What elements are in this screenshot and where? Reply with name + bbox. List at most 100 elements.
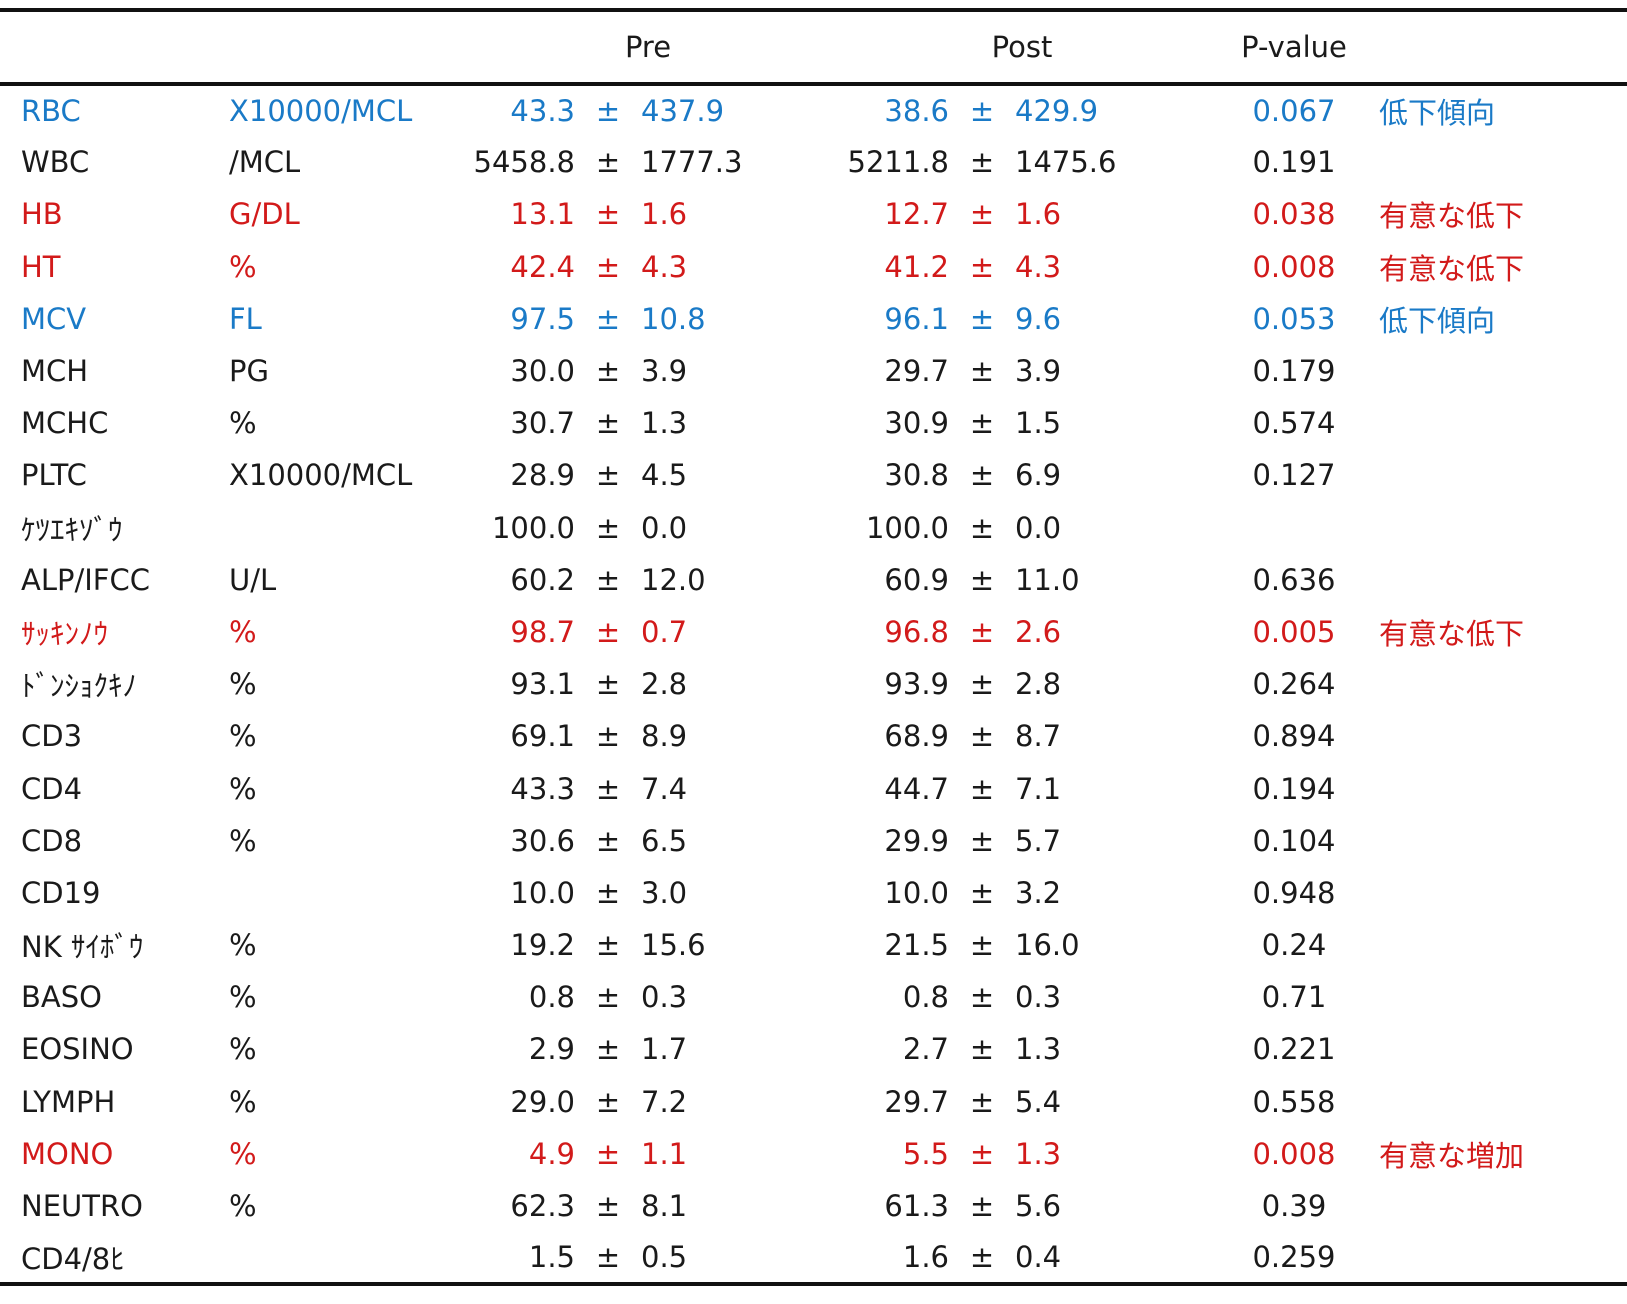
row-pvalue: 0.053 [1252,301,1336,336]
row-pre-mean-sd: 60.2 ±12.0 [461,563,835,597]
row-unit: % [229,823,257,858]
row-post-mean-sd: 10.0 ±3.2 [835,876,1209,910]
row-post-mean: 29.7 [884,1084,949,1119]
row-pre-cell: 93.1 ±2.8 [461,658,835,710]
row-post-cell: 96.1 ±9.6 [835,293,1209,345]
row-pvalue: 0.221 [1252,1032,1336,1067]
plus-minus-symbol: ± [595,1032,621,1067]
row-post-mean-sd: 29.7 ±3.9 [835,354,1209,388]
row-name: PLTC [21,458,87,493]
row-note [1379,502,1627,554]
plus-minus-symbol: ± [969,510,995,545]
row-note: 低下傾向 [1379,96,1496,131]
row-name: MCH [21,354,89,389]
row-pvalue [1209,502,1379,554]
row-pre-mean: 43.3 [510,94,575,129]
plus-minus-symbol: ± [595,458,621,493]
row-pre-mean: 60.2 [510,562,575,597]
row-name: CD4 [21,771,83,806]
row-pre-cell: 13.1 ±1.6 [461,188,835,240]
row-pre-sd: 7.4 [641,771,688,806]
row-post-mean: 44.7 [884,771,949,806]
row-pre-mean-sd: 28.9 ±4.5 [461,458,835,492]
plus-minus-symbol: ± [595,980,621,1015]
row-name: ｹﾂｴｷｿﾞｳ [21,512,123,547]
row-note: 低下傾向 [1379,303,1496,338]
row-post-mean-sd: 5211.8 ±1475.6 [835,145,1209,179]
row-name: BASO [21,980,102,1015]
row-name: ALP/IFCC [21,562,150,597]
row-post-cell: 60.9 ±11.0 [835,554,1209,606]
row-unit: % [229,1084,257,1119]
row-post-mean: 96.1 [884,301,949,336]
row-name: MCV [21,301,87,336]
row-pre-cell: 30.6 ±6.5 [461,815,835,867]
row-post-mean-sd: 96.8 ±2.6 [835,615,1209,649]
row-name: HB [21,197,63,232]
header-pvalue: P-value [1241,30,1347,64]
row-post-mean: 2.7 [902,1032,949,1067]
row-pre-mean-sd: 0.8 ±0.3 [461,980,835,1014]
row-post-mean: 5.5 [902,1136,949,1171]
row-unit: X10000/MCL [229,458,413,493]
row-post-sd: 2.8 [1015,667,1062,702]
row-pvalue: 0.259 [1252,1240,1336,1275]
row-post-cell: 44.7 ±7.1 [835,762,1209,814]
plus-minus-symbol: ± [595,510,621,545]
plus-minus-symbol: ± [595,1189,621,1224]
row-note [1379,554,1627,606]
row-post-sd: 0.4 [1015,1240,1062,1275]
row-post-mean: 29.7 [884,354,949,389]
row-post-sd: 7.1 [1015,771,1062,806]
plus-minus-symbol: ± [595,719,621,754]
row-pvalue: 0.104 [1252,823,1336,858]
row-unit: PG [229,354,269,389]
row-pre-mean: 4.9 [528,1136,575,1171]
row-pre-sd: 12.0 [641,562,706,597]
header-post: Post [991,30,1053,64]
row-pre-mean: 93.1 [510,667,575,702]
row-post-cell: 30.8 ±6.9 [835,449,1209,501]
row-pvalue: 0.264 [1252,667,1336,702]
row-note: 有意な低下 [1379,199,1525,234]
plus-minus-symbol: ± [595,928,621,963]
row-post-sd: 16.0 [1015,928,1080,963]
row-pre-cell: 0.8 ±0.3 [461,971,835,1023]
plus-minus-symbol: ± [595,94,621,129]
row-pre-mean-sd: 43.3 ±437.9 [461,94,835,128]
row-pre-sd: 4.5 [641,458,688,493]
row-post-mean: 96.8 [884,614,949,649]
row-post-mean: 30.8 [884,458,949,493]
plus-minus-symbol: ± [969,301,995,336]
row-unit: % [229,406,257,441]
row-pre-cell: 28.9 ±4.5 [461,449,835,501]
row-name: LYMPH [21,1084,116,1119]
row-post-mean-sd: 93.9 ±2.8 [835,667,1209,701]
row-pre-mean-sd: 97.5 ±10.8 [461,302,835,336]
row-post-sd: 6.9 [1015,458,1062,493]
row-pre-sd: 1777.3 [641,145,743,180]
row-post-mean: 10.0 [884,875,949,910]
row-post-mean: 21.5 [884,928,949,963]
row-post-cell: 0.8 ±0.3 [835,971,1209,1023]
table-row: MCHC% 30.7 ±1.3 30.9 ±1.5 0.574 [0,397,1627,449]
row-pre-mean: 30.7 [510,406,575,441]
row-post-cell: 12.7 ±1.6 [835,188,1209,240]
plus-minus-symbol: ± [969,771,995,806]
row-pvalue: 0.636 [1252,562,1336,597]
row-pre-cell: 19.2 ±15.6 [461,919,835,971]
table-row: MONO% 4.9 ±1.1 5.5 ±1.3 0.008 有意な増加 [0,1128,1627,1180]
row-post-cell: 30.9 ±1.5 [835,397,1209,449]
table-row: MCH PG 30.0 ±3.9 29.7 ±3.9 0.179 [0,345,1627,397]
table-row: CD19 10.0 ±3.0 10.0 ±3.2 0.948 [0,867,1627,919]
row-pre-sd: 0.0 [641,510,688,545]
row-post-cell: 2.7 ±1.3 [835,1023,1209,1075]
row-unit: % [229,667,257,702]
row-pre-mean-sd: 5458.8 ±1777.3 [461,145,835,179]
row-pre-mean: 43.3 [510,771,575,806]
header-name [0,10,206,84]
row-pre-cell: 100.0 ±0.0 [461,502,835,554]
row-pre-sd: 0.7 [641,614,688,649]
row-unit [206,867,461,919]
row-unit: % [229,1032,257,1067]
